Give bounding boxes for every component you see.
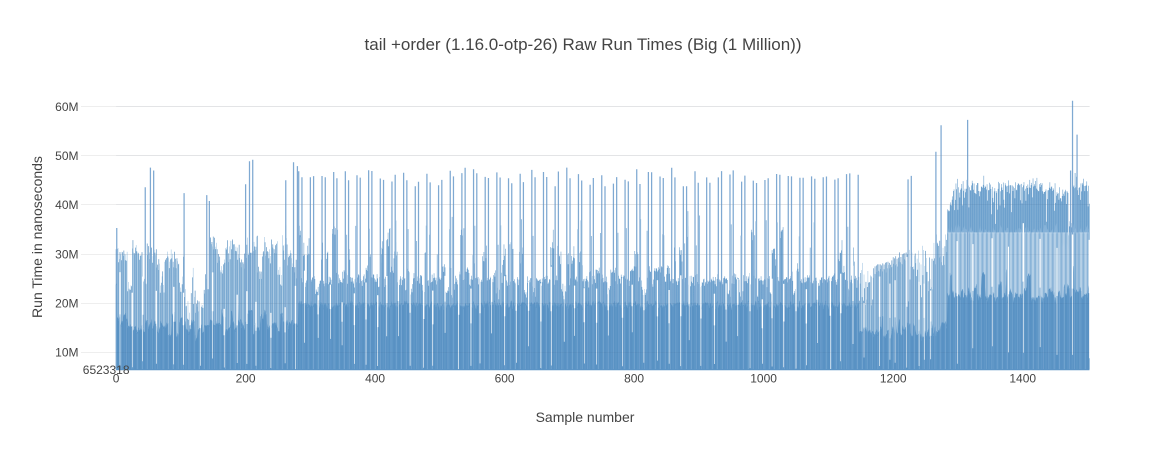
svg-text:1000: 1000 xyxy=(750,372,777,386)
svg-text:Sample number: Sample number xyxy=(536,409,635,425)
svg-text:600: 600 xyxy=(495,372,515,386)
svg-text:40M: 40M xyxy=(55,198,78,212)
svg-text:50M: 50M xyxy=(55,149,78,163)
svg-text:1400: 1400 xyxy=(1009,372,1036,386)
svg-text:30M: 30M xyxy=(55,247,78,261)
svg-text:6523318: 6523318 xyxy=(83,363,130,377)
svg-text:400: 400 xyxy=(365,372,385,386)
svg-text:20M: 20M xyxy=(55,296,78,310)
svg-text:0: 0 xyxy=(113,372,120,386)
svg-text:1200: 1200 xyxy=(880,372,907,386)
svg-text:800: 800 xyxy=(624,372,644,386)
svg-text:10M: 10M xyxy=(55,346,78,360)
svg-text:200: 200 xyxy=(236,372,256,386)
svg-text:tail +order (1.16.0-otp-26) Ra: tail +order (1.16.0-otp-26) Raw Run Time… xyxy=(365,35,802,54)
svg-text:Run Time in nanoseconds: Run Time in nanoseconds xyxy=(29,156,45,318)
svg-text:60M: 60M xyxy=(55,100,78,114)
